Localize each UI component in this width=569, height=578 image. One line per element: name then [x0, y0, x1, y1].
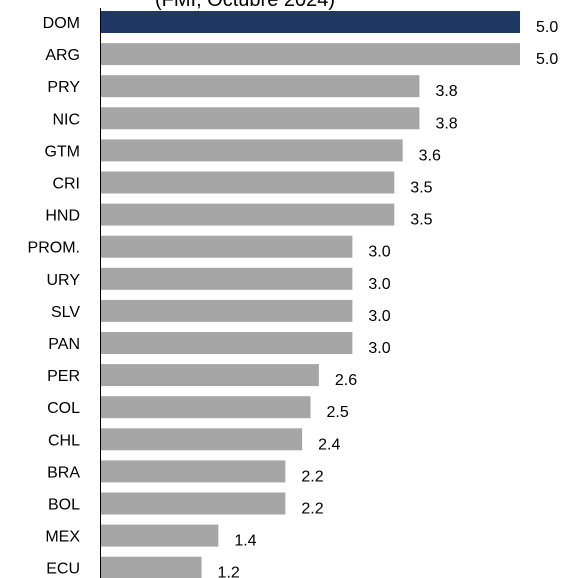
bar [101, 492, 286, 515]
value-label: 5.0 [536, 51, 558, 68]
value-label: 3.0 [368, 244, 390, 261]
y-tick-label: BOL [48, 497, 80, 514]
bar [101, 396, 311, 419]
value-label: 2.5 [327, 404, 349, 421]
value-label: 2.4 [318, 436, 340, 453]
y-tick-label: ARG [45, 47, 80, 64]
value-label: 3.6 [419, 147, 441, 164]
y-tick-label: PRY [47, 79, 80, 96]
y-tick-label: DOM [43, 15, 80, 32]
bar [101, 332, 353, 354]
y-tick-label: URY [47, 272, 81, 289]
value-label: 3.8 [435, 83, 457, 100]
bar [101, 428, 303, 451]
bar [101, 524, 219, 547]
y-tick-label: BRA [47, 464, 80, 481]
y-tick-label: NIC [52, 111, 80, 128]
value-label: 3.0 [368, 308, 390, 325]
bar [101, 171, 395, 194]
bar [101, 299, 353, 322]
y-tick-label: CRI [52, 176, 80, 193]
y-tick-label: PER [47, 368, 80, 385]
value-label: 1.4 [234, 533, 256, 550]
chart-title: (FMI, Octubre 2024) [155, 0, 335, 11]
y-tick-label: SLV [51, 304, 80, 321]
value-label: 2.6 [335, 372, 357, 389]
y-tick-label: HND [45, 208, 80, 225]
bar [101, 203, 395, 226]
value-label: 2.2 [301, 501, 323, 518]
bar [101, 43, 520, 66]
y-tick-label: CHL [48, 432, 80, 449]
value-label: 5.0 [536, 19, 558, 36]
value-label: 2.2 [301, 468, 323, 485]
bar [101, 235, 353, 258]
y-tick-label: PAN [48, 336, 80, 353]
y-tick-label: COL [47, 400, 80, 417]
bar [101, 107, 420, 130]
bar [101, 364, 319, 387]
value-label: 3.0 [368, 340, 390, 357]
bar [101, 11, 520, 33]
bar [101, 556, 202, 578]
value-label: 3.5 [410, 180, 432, 197]
value-label: 3.5 [410, 212, 432, 229]
y-tick-label: ECU [46, 561, 80, 578]
value-label: 3.0 [368, 276, 390, 293]
y-tick-label: GTM [44, 143, 80, 160]
bar [101, 75, 420, 98]
bar [101, 460, 286, 483]
y-tick-label: MEX [45, 529, 80, 546]
bar [101, 267, 353, 290]
bar [101, 139, 403, 162]
value-label: 1.2 [218, 565, 240, 578]
value-label: 3.8 [435, 115, 457, 132]
y-tick-label: PROM. [28, 240, 80, 257]
